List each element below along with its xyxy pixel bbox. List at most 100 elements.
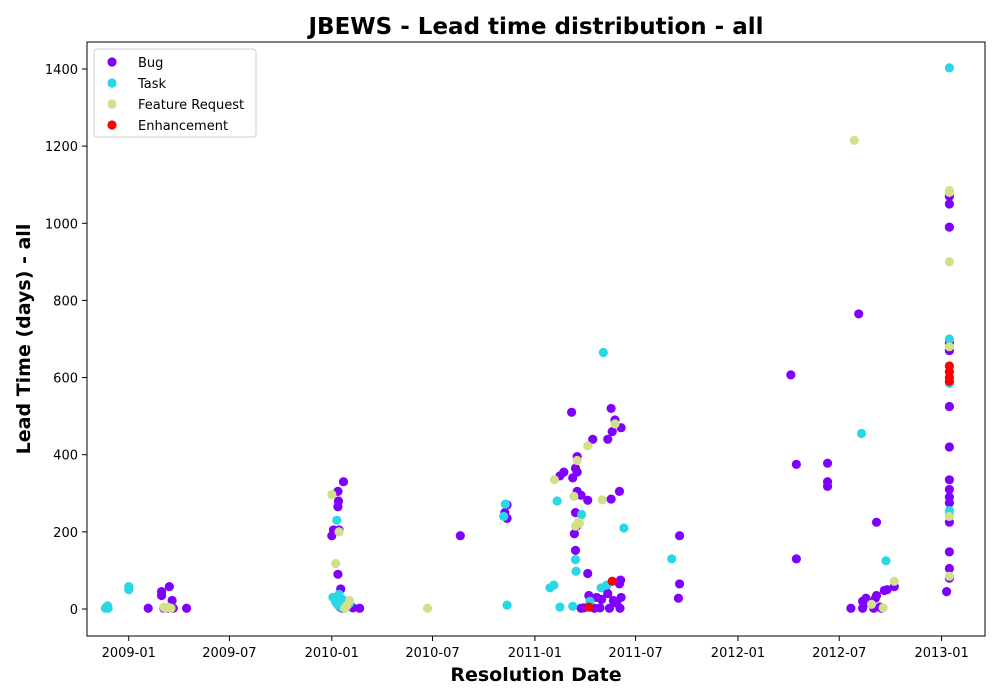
data-point	[569, 491, 579, 501]
plot-frame	[86, 41, 986, 637]
data-point	[597, 495, 607, 505]
data-point	[610, 419, 620, 429]
data-point	[333, 496, 344, 506]
data-point	[576, 490, 586, 500]
x-tick-label: 2011-07	[608, 646, 662, 661]
data-point	[786, 370, 796, 380]
data-point	[342, 601, 352, 611]
data-point	[570, 555, 581, 565]
data-point	[942, 587, 952, 597]
x-tick-label: 2012-07	[812, 646, 866, 661]
y-tick-label: 0	[70, 603, 78, 618]
data-point	[944, 334, 954, 344]
data-point	[502, 600, 512, 610]
legend-label: Enhancement	[138, 119, 228, 134]
y-tick-label: 800	[53, 294, 78, 309]
data-point	[944, 484, 954, 495]
data-point	[944, 401, 954, 412]
data-point	[674, 531, 685, 541]
data-point	[569, 529, 579, 539]
y-axis: 0 200 400 600 800 1000 1200 1400	[45, 63, 87, 618]
data-point	[331, 558, 341, 569]
series-feature-request	[159, 135, 954, 613]
data-point	[854, 309, 864, 319]
data-point	[584, 602, 594, 612]
chart-title: JBEWS - Lead time distribution - all	[307, 14, 764, 40]
x-tick-label: 2013-01	[914, 646, 968, 661]
data-point	[615, 575, 626, 585]
x-tick-label: 2010-01	[305, 646, 359, 661]
data-point	[944, 511, 954, 522]
data-point	[604, 603, 615, 613]
data-point	[944, 257, 954, 267]
data-point	[944, 563, 954, 574]
data-point	[334, 527, 344, 537]
data-point	[549, 580, 559, 590]
data-point	[572, 467, 582, 477]
data-point	[667, 554, 677, 564]
data-point	[882, 585, 892, 595]
y-tick-label: 1200	[45, 140, 78, 155]
data-point	[607, 576, 617, 586]
x-axis-label: Resolution Date	[450, 664, 621, 686]
y-tick-label: 600	[53, 372, 78, 387]
data-point	[166, 603, 176, 613]
x-tick-label: 2010-07	[405, 646, 459, 661]
data-point	[598, 347, 608, 358]
data-point	[143, 603, 153, 613]
data-point	[333, 569, 343, 579]
data-point	[858, 603, 868, 613]
x-axis: 2009-01 2009-07 2010-01 2010-07 2011-01 2011-…	[102, 636, 969, 661]
data-point	[570, 545, 581, 555]
data-point	[944, 199, 954, 209]
legend-marker	[107, 57, 117, 67]
data-point	[871, 517, 882, 527]
data-point	[552, 496, 562, 506]
data-point	[559, 467, 569, 477]
x-tick-label: 2012-01	[711, 646, 765, 661]
y-axis-label: Lead Time (days) - all	[13, 224, 35, 455]
y-tick-label: 400	[53, 449, 78, 464]
legend-marker	[107, 78, 117, 88]
data-point	[607, 426, 617, 437]
data-point	[944, 376, 954, 387]
data-point	[568, 601, 578, 611]
data-point	[124, 585, 134, 595]
data-point	[674, 579, 685, 589]
data-point	[944, 475, 954, 485]
x-tick-label: 2011-01	[508, 646, 562, 661]
data-point	[583, 441, 593, 451]
data-point	[583, 495, 593, 505]
data-point	[338, 477, 349, 487]
data-point	[944, 498, 954, 508]
data-point	[422, 603, 433, 613]
legend-label: Bug	[138, 56, 163, 71]
data-point	[555, 602, 565, 612]
data-point	[332, 515, 342, 525]
data-point	[167, 595, 177, 606]
data-point	[500, 499, 510, 509]
data-point	[673, 593, 684, 603]
data-point	[567, 407, 577, 417]
legend-label: Feature Request	[138, 98, 244, 113]
data-point	[849, 135, 859, 145]
data-point	[164, 582, 174, 592]
data-point	[878, 603, 888, 613]
data-point	[944, 63, 954, 73]
data-point	[846, 603, 856, 613]
data-point	[944, 222, 954, 232]
legend-label: Task	[137, 77, 167, 92]
data-point	[944, 342, 954, 352]
data-point	[616, 592, 626, 603]
data-points	[100, 63, 954, 613]
x-tick-label: 2009-07	[202, 646, 256, 661]
data-point	[549, 475, 559, 485]
data-point	[791, 459, 801, 469]
data-point	[606, 403, 616, 414]
data-point	[619, 523, 629, 533]
data-point	[856, 428, 867, 439]
data-point	[355, 603, 365, 613]
data-point	[606, 494, 616, 504]
data-point	[327, 489, 337, 500]
data-point	[583, 568, 593, 579]
